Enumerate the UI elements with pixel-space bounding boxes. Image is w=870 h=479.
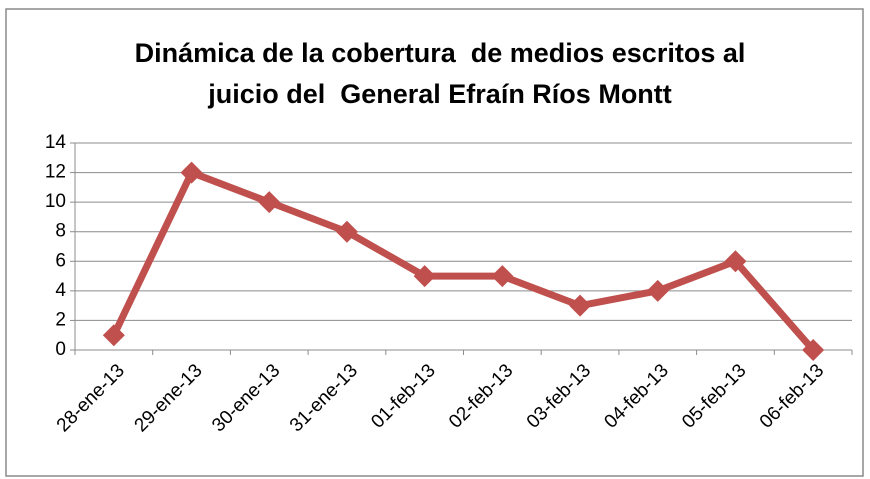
data-point bbox=[802, 339, 825, 361]
y-tick-label: 2 bbox=[55, 309, 66, 330]
y-tick-label: 12 bbox=[45, 162, 66, 183]
y-tick-label: 4 bbox=[55, 280, 66, 301]
data-point bbox=[335, 220, 358, 243]
y-tick-label: 6 bbox=[55, 250, 66, 271]
y-tick-label: 8 bbox=[55, 221, 66, 242]
y-tick-label: 0 bbox=[55, 339, 66, 360]
data-point bbox=[413, 265, 436, 288]
y-tick-label: 14 bbox=[45, 132, 67, 153]
chart-frame bbox=[5, 8, 864, 477]
data-point bbox=[180, 161, 203, 184]
data-point bbox=[102, 324, 125, 347]
data-point bbox=[569, 294, 592, 317]
data-line bbox=[110, 169, 816, 353]
chart-title: juicio del General Efraín Ríos Montt bbox=[207, 79, 672, 109]
data-point bbox=[724, 250, 747, 273]
chart-title: Dinámica de la cobertura de medios escri… bbox=[135, 38, 746, 68]
data-point bbox=[491, 265, 514, 288]
data-point bbox=[646, 279, 669, 302]
data-point bbox=[258, 191, 281, 214]
y-tick-label: 10 bbox=[45, 191, 66, 212]
